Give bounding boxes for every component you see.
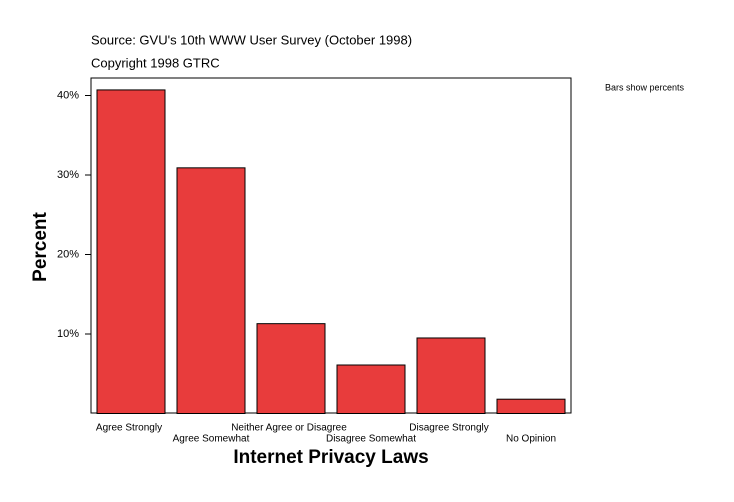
x-axis-label: Internet Privacy Laws xyxy=(233,447,428,468)
x-tick-label: Neither Agree or Disagree xyxy=(231,423,347,434)
y-axis-label: Percent xyxy=(30,211,51,281)
chart-title: Source: GVU's 10th WWW User Survey (Octo… xyxy=(91,32,412,47)
y-tick-label: 40% xyxy=(57,89,79,101)
bar xyxy=(96,89,166,414)
bar xyxy=(256,323,326,414)
chart-subtitle: Copyright 1998 GTRC xyxy=(91,55,220,70)
x-tick-label: Disagree Strongly xyxy=(409,423,488,434)
annotation: Bars show percents xyxy=(605,82,685,92)
x-tick-label: Agree Strongly xyxy=(96,423,162,434)
y-tick-label: 30% xyxy=(57,169,79,181)
plot-frame xyxy=(90,77,572,414)
bar xyxy=(416,337,486,414)
bar xyxy=(496,398,566,415)
x-tick-label: Disagree Somewhat xyxy=(326,434,416,445)
bar xyxy=(176,167,246,414)
y-tick-label: 10% xyxy=(57,328,79,340)
bar xyxy=(336,364,406,414)
y-tick-label: 20% xyxy=(57,248,79,260)
x-tick-label: Agree Somewhat xyxy=(173,434,250,445)
x-tick-label: No Opinion xyxy=(506,434,556,445)
